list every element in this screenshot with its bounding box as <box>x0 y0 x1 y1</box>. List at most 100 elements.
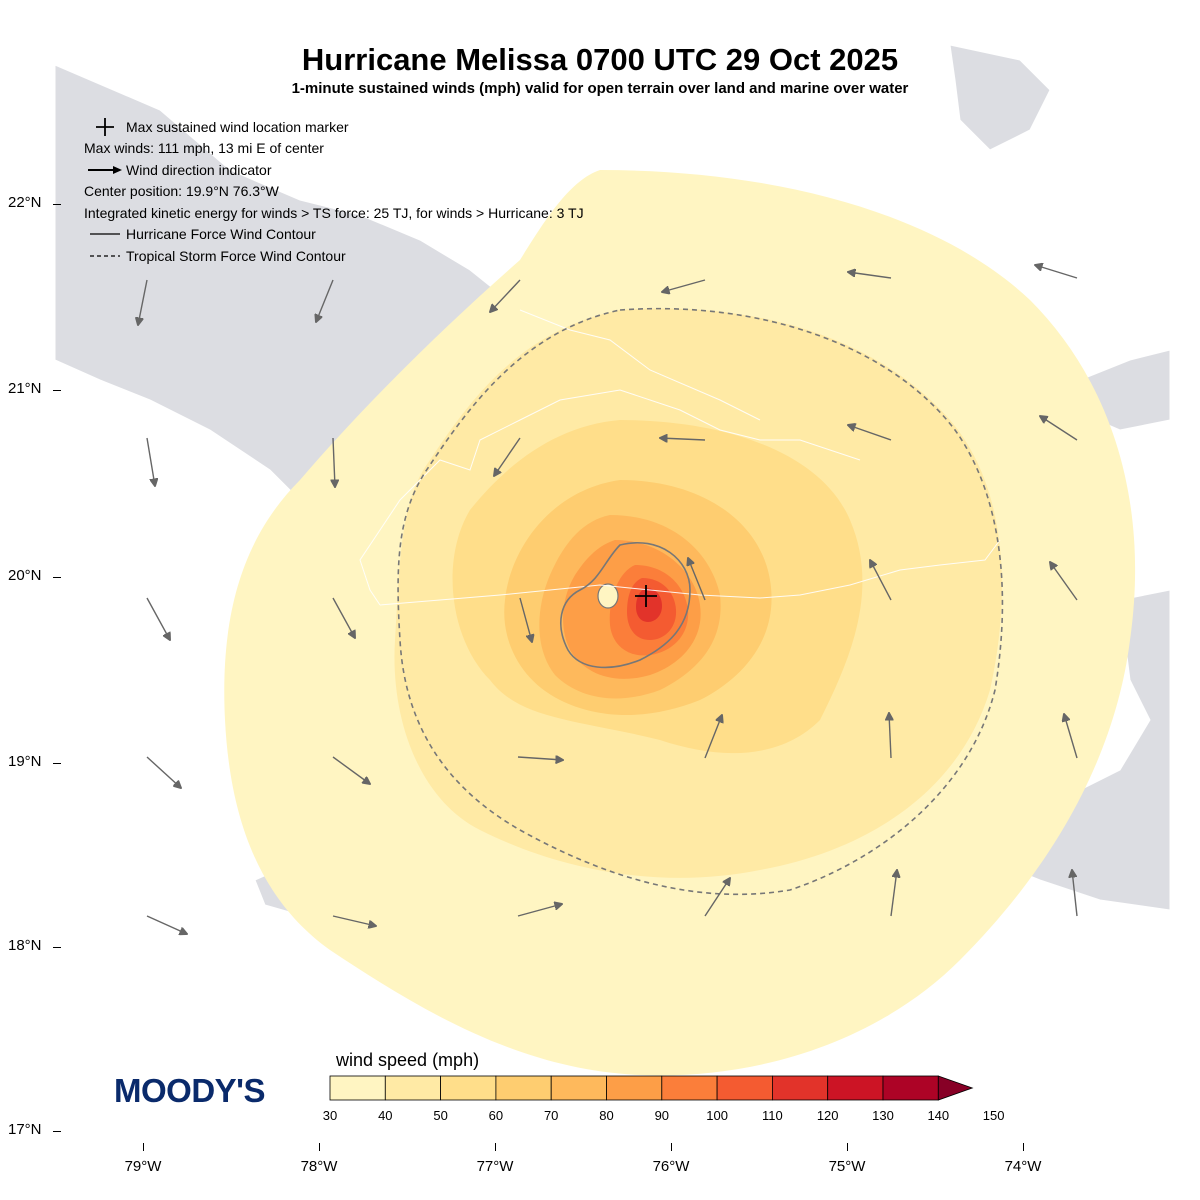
page-title: Hurricane Melissa 0700 UTC 29 Oct 2025 <box>301 42 899 77</box>
legend-marker-label: Max sustained wind location marker <box>126 118 349 135</box>
colorbar-tick-label: 30 <box>322 1108 338 1123</box>
lon-tick <box>1023 1143 1024 1151</box>
wind-arrow <box>494 437 521 476</box>
colorbar-segment <box>661 1075 718 1101</box>
wind-arrow <box>890 870 897 917</box>
wind-arrow <box>848 272 892 279</box>
wind-arrow <box>688 558 706 601</box>
wind-arrow <box>660 438 706 440</box>
colorbar-tick-label: 130 <box>872 1108 894 1123</box>
lat-label: 17°N <box>8 1121 42 1138</box>
wind-speed-fill <box>224 170 1136 1076</box>
legend-ike: Integrated kinetic energy for winds > TS… <box>84 204 584 221</box>
lon-label: 79°W <box>124 1158 162 1175</box>
arrow-right-icon <box>84 165 126 175</box>
colorbar-segment <box>771 1075 829 1101</box>
page-subtitle: 1-minute sustained winds (mph) valid for… <box>291 80 909 97</box>
wind-arrow <box>1040 416 1078 441</box>
lat-tick <box>53 947 61 948</box>
storm-eye <box>597 583 619 609</box>
lon-label: 77°W <box>476 1158 514 1175</box>
lon-tick <box>847 1143 848 1151</box>
max-wind-marker <box>635 585 657 607</box>
wind-arrow <box>517 757 563 760</box>
lon-label: 76°W <box>652 1158 690 1175</box>
lat-label: 18°N <box>8 937 42 954</box>
colorbar-tick-label: 140 <box>927 1108 950 1123</box>
lat-tick <box>53 204 61 205</box>
colorbar-segment <box>827 1075 884 1101</box>
coastlines <box>359 309 1001 606</box>
wind-arrow <box>848 425 892 441</box>
colorbar-segment <box>440 1075 497 1101</box>
wind-arrow <box>333 437 335 487</box>
legend-ts-label: Tropical Storm Force Wind Contour <box>126 247 346 264</box>
wind-direction-arrows <box>138 265 1078 934</box>
legend-direction-label: Wind direction indicator <box>126 161 272 178</box>
lat-label: 20°N <box>8 567 42 584</box>
wind-arrow <box>1072 870 1078 917</box>
colorbar <box>329 1075 974 1101</box>
legend-marker-row: Max sustained wind location marker <box>84 116 584 138</box>
wind-arrow <box>870 560 892 601</box>
colorbar-segment <box>495 1075 552 1101</box>
plus-marker-icon <box>84 117 126 137</box>
wind-arrow <box>146 597 170 640</box>
legend-ts-row: Tropical Storm Force Wind Contour <box>84 245 584 267</box>
colorbar-tick-label: 100 <box>706 1108 728 1123</box>
lon-tick <box>143 1143 144 1151</box>
lat-label: 22°N <box>8 194 42 211</box>
wind-arrow <box>146 437 155 486</box>
wind-arrow <box>662 279 706 292</box>
lon-label: 74°W <box>1004 1158 1042 1175</box>
colorbar-segment <box>716 1075 773 1101</box>
wind-arrow <box>889 713 891 759</box>
colorbar-tick-label: 110 <box>762 1108 783 1123</box>
colorbar-tick-label: 80 <box>599 1108 614 1123</box>
wind-arrow <box>517 904 562 917</box>
wind-arrow <box>704 878 730 917</box>
lat-tick <box>53 1131 61 1132</box>
colorbar-segment <box>550 1075 607 1101</box>
legend-direction-row: Wind direction indicator <box>84 159 584 181</box>
wind-arrow <box>332 756 370 784</box>
colorbar-tick-label: 40 <box>378 1108 393 1123</box>
lon-tick <box>319 1143 320 1151</box>
wind-arrow <box>146 756 181 788</box>
ts-force-contour <box>397 307 1004 896</box>
lat-tick <box>53 390 61 391</box>
colorbar-tick-label: 120 <box>816 1108 839 1123</box>
wind-arrow <box>146 915 187 934</box>
map-legend: Max sustained wind location marker Max w… <box>84 116 584 267</box>
bahamas-island <box>949 44 1051 151</box>
colorbar-segment <box>329 1075 386 1101</box>
wind-arrow <box>1035 265 1078 279</box>
colorbar-segment <box>882 1075 939 1101</box>
hurricane-force-contour <box>560 542 691 669</box>
lon-tick <box>495 1143 496 1151</box>
wind-arrow <box>138 279 148 325</box>
wind-arrow <box>316 279 334 322</box>
legend-hurricane-label: Hurricane Force Wind Contour <box>126 226 316 243</box>
colorbar-segment <box>606 1075 663 1101</box>
legend-center-position: Center position: 19.9°N 76.3°W <box>84 183 279 200</box>
lat-label: 21°N <box>8 380 42 397</box>
colorbar-tick-label: 90 <box>654 1108 670 1123</box>
lon-label: 78°W <box>300 1158 338 1175</box>
solid-line-icon <box>84 232 126 236</box>
wind-arrow <box>490 279 521 312</box>
lon-label: 75°W <box>828 1158 866 1175</box>
wind-arrow <box>519 597 532 642</box>
legend-hurricane-row: Hurricane Force Wind Contour <box>84 224 584 246</box>
lat-label: 19°N <box>8 753 42 770</box>
lon-tick <box>671 1143 672 1151</box>
colorbar-tick-label: 50 <box>433 1108 448 1123</box>
wind-arrow <box>1064 714 1078 759</box>
dashed-line-icon <box>84 254 126 258</box>
legend-max-winds: Max winds: 111 mph, 13 mi E of center <box>84 140 324 157</box>
wind-arrow <box>704 715 722 759</box>
colorbar-label: wind speed (mph) <box>336 1050 480 1070</box>
lat-tick <box>53 763 61 764</box>
wind-arrow <box>1050 562 1078 601</box>
